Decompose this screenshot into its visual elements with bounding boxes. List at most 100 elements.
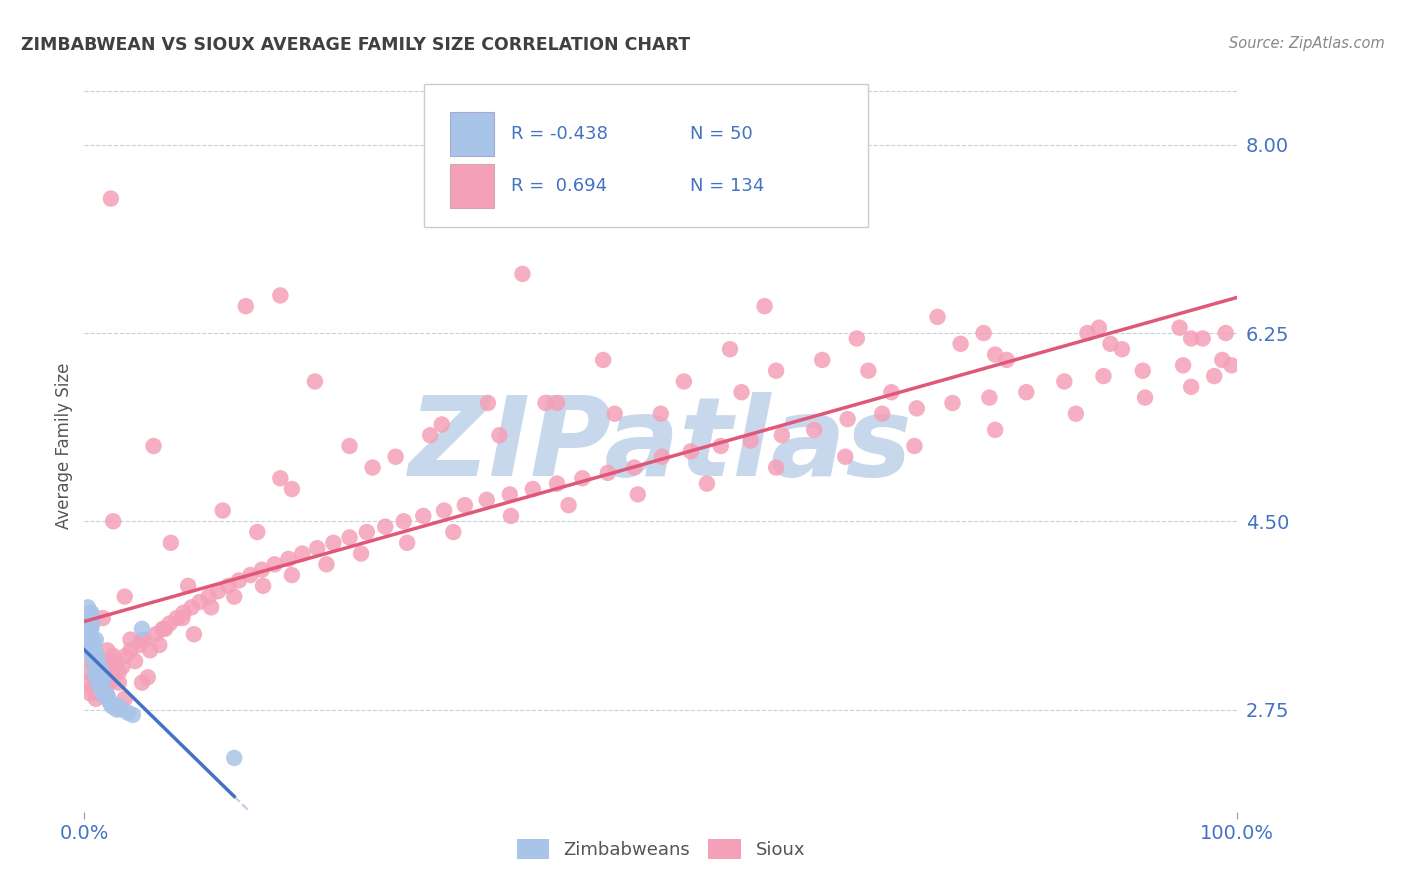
Point xyxy=(83,670,105,684)
Point xyxy=(973,326,995,340)
Point xyxy=(91,686,114,700)
Point xyxy=(84,632,107,647)
Point xyxy=(89,681,111,695)
Point xyxy=(103,514,124,528)
Point xyxy=(77,665,100,679)
Point xyxy=(765,460,787,475)
Point xyxy=(87,675,110,690)
Text: ZIPatlas: ZIPatlas xyxy=(409,392,912,500)
Point xyxy=(858,364,880,378)
Point xyxy=(730,385,752,400)
Point xyxy=(145,627,167,641)
Point xyxy=(100,697,122,711)
Point xyxy=(488,428,510,442)
Point xyxy=(108,699,131,714)
Point xyxy=(433,503,456,517)
Point xyxy=(870,407,893,421)
Point xyxy=(765,364,787,378)
Point xyxy=(224,751,246,765)
Point xyxy=(159,616,181,631)
Point xyxy=(740,434,762,448)
Point xyxy=(86,648,108,663)
Point xyxy=(97,691,120,706)
Point xyxy=(120,643,142,657)
Point xyxy=(350,547,373,561)
Point xyxy=(111,659,134,673)
Point xyxy=(172,611,194,625)
Point xyxy=(361,460,384,475)
Point xyxy=(103,699,125,714)
Point xyxy=(79,686,101,700)
Point xyxy=(89,675,111,690)
Point xyxy=(1180,380,1202,394)
Point xyxy=(596,466,619,480)
Point xyxy=(903,439,925,453)
Point xyxy=(101,699,124,714)
Point xyxy=(105,702,128,716)
Point xyxy=(93,670,115,684)
Point xyxy=(356,524,378,539)
Point xyxy=(91,611,114,625)
Point xyxy=(291,547,314,561)
Point xyxy=(269,288,291,302)
Point xyxy=(76,600,98,615)
Point xyxy=(93,686,115,700)
Point xyxy=(218,579,240,593)
Point xyxy=(94,689,117,703)
Point xyxy=(339,530,361,544)
Point xyxy=(1204,369,1226,384)
Point xyxy=(80,654,103,668)
Point xyxy=(87,654,110,668)
Point xyxy=(477,396,499,410)
Legend: Zimbabweans, Sioux: Zimbabweans, Sioux xyxy=(508,830,814,869)
Point xyxy=(322,536,344,550)
Point xyxy=(250,563,273,577)
Point xyxy=(96,643,118,657)
Point xyxy=(1088,320,1111,334)
Point xyxy=(82,632,104,647)
Point xyxy=(83,634,105,648)
Point xyxy=(89,665,111,679)
Point xyxy=(93,665,115,679)
Point xyxy=(534,396,557,410)
Point xyxy=(83,654,105,668)
Point xyxy=(207,584,229,599)
Point xyxy=(430,417,453,432)
Point xyxy=(1076,326,1098,340)
FancyBboxPatch shape xyxy=(425,84,869,227)
Point xyxy=(80,622,103,636)
Point xyxy=(115,648,138,663)
Bar xyxy=(450,164,494,209)
Point xyxy=(834,450,856,464)
Point xyxy=(650,407,672,421)
Point xyxy=(246,524,269,539)
Point xyxy=(76,632,98,647)
Point xyxy=(224,590,246,604)
Point xyxy=(103,648,124,663)
Point xyxy=(139,643,162,657)
Text: Source: ZipAtlas.com: Source: ZipAtlas.com xyxy=(1229,36,1385,51)
Point xyxy=(803,423,825,437)
Point xyxy=(108,675,131,690)
Point xyxy=(79,622,101,636)
Point xyxy=(152,622,174,636)
Point xyxy=(100,192,122,206)
Point xyxy=(1211,353,1233,368)
Point xyxy=(131,622,153,636)
Point xyxy=(77,611,100,625)
Point xyxy=(592,353,614,368)
Point xyxy=(76,616,98,631)
Point xyxy=(941,396,963,410)
Point xyxy=(1171,359,1194,373)
Point xyxy=(454,498,477,512)
Point xyxy=(98,695,121,709)
Point xyxy=(1015,385,1038,400)
Point xyxy=(91,670,114,684)
Point xyxy=(173,606,195,620)
Point xyxy=(845,331,868,345)
Point xyxy=(90,654,112,668)
Point xyxy=(1064,407,1087,421)
Point xyxy=(117,706,139,720)
Point xyxy=(83,643,105,657)
Point xyxy=(82,616,104,631)
